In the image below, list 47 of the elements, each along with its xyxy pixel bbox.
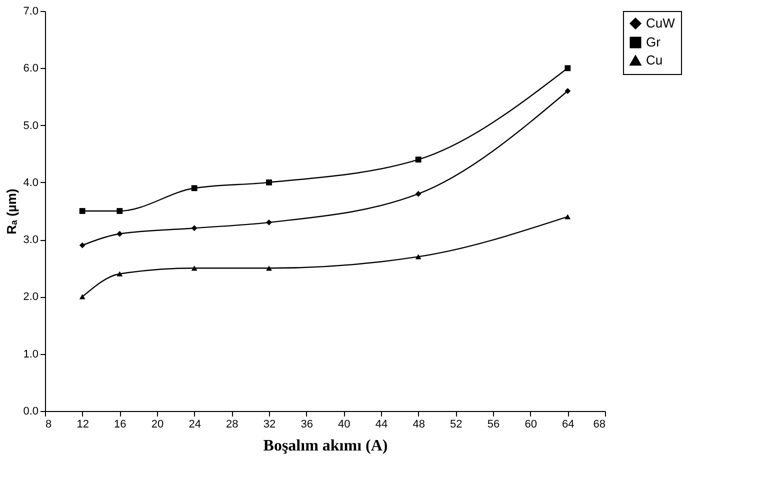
- y-axis-title: Rₐ (µm): [4, 188, 20, 234]
- x-tick-label: 8: [46, 418, 52, 430]
- point: [415, 156, 422, 163]
- x-tick-label: 44: [375, 418, 388, 430]
- point: [191, 225, 198, 232]
- y-tick-label: 5.0: [23, 120, 38, 132]
- x-tick-label: 32: [263, 418, 276, 430]
- legend-label: CuW: [646, 16, 676, 30]
- point: [79, 294, 86, 300]
- point: [266, 219, 272, 226]
- point: [79, 208, 86, 214]
- legend-label: Cu: [646, 52, 663, 68]
- y-tick-label: 6.0: [23, 62, 38, 75]
- point: [415, 254, 422, 260]
- legend-label: Gr: [646, 34, 662, 50]
- point: [266, 179, 272, 186]
- y-tick-label: 1.0: [23, 348, 38, 360]
- point: [191, 266, 198, 271]
- point: [415, 190, 422, 197]
- point: [564, 65, 571, 72]
- x-tick-label: 36: [300, 418, 313, 430]
- x-tick-label: 28: [226, 418, 238, 430]
- point: [564, 88, 571, 94]
- y-tick-label: 2.0: [23, 291, 38, 304]
- x-tick-label: 16: [114, 418, 126, 430]
- point: [116, 271, 123, 276]
- y-tick-label: 3.0: [23, 234, 38, 246]
- x-tick-label: 64: [562, 418, 574, 430]
- x-axis-title: Boşalım akımı (A): [263, 438, 388, 454]
- x-tick-label: 68: [593, 418, 606, 430]
- x-tick-label: 48: [412, 418, 425, 430]
- x-tick-label: 40: [338, 418, 350, 430]
- y-tick-label: 4.0: [23, 176, 38, 189]
- x-tick-label: 60: [524, 418, 537, 430]
- point: [191, 185, 198, 192]
- y-tick-label: 7.0: [23, 6, 38, 18]
- y-tick-label: 0.0: [23, 406, 38, 418]
- x-tick-label: 20: [151, 418, 164, 430]
- point: [266, 266, 272, 271]
- point: [116, 230, 123, 237]
- point: [564, 214, 571, 220]
- x-tick-label: 24: [188, 418, 201, 430]
- point: [116, 208, 123, 214]
- x-tick-label: 52: [450, 418, 462, 430]
- x-tick-label: 56: [487, 418, 500, 430]
- point: [79, 242, 86, 248]
- x-tick-label: 12: [76, 418, 89, 430]
